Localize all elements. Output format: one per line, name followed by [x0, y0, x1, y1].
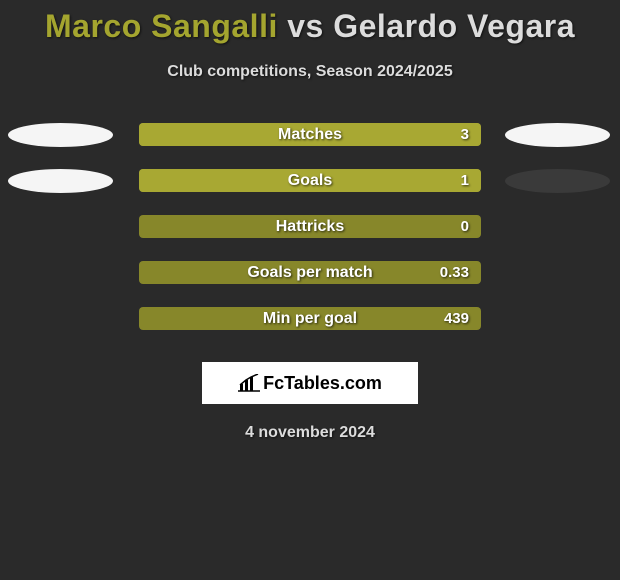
stat-row: Hattricks0 [0, 215, 620, 238]
stat-row: Goals per match0.33 [0, 261, 620, 284]
stat-label: Min per goal [139, 310, 481, 328]
left-ellipse [8, 123, 113, 147]
stat-value: 0.33 [440, 264, 469, 281]
bar-chart-icon [238, 374, 260, 392]
logo-text: FcTables.com [263, 373, 382, 394]
comparison-infographic: Marco Sangalli vs Gelardo Vegara Club co… [0, 0, 620, 580]
stat-value: 1 [461, 172, 469, 189]
stat-value: 439 [444, 310, 469, 327]
page-title: Marco Sangalli vs Gelardo Vegara [0, 8, 620, 45]
left-ellipse [8, 169, 113, 193]
date-text: 4 november 2024 [0, 424, 620, 442]
stat-bar: Goals1 [139, 169, 481, 192]
stat-bar: Goals per match0.33 [139, 261, 481, 284]
stat-row: Min per goal439 [0, 307, 620, 330]
fctables-logo: FcTables.com [238, 373, 382, 394]
stat-label: Hattricks [139, 218, 481, 236]
stat-value: 3 [461, 126, 469, 143]
stat-bar-fill [139, 169, 481, 192]
stat-value: 0 [461, 218, 469, 235]
subtitle: Club competitions, Season 2024/2025 [0, 63, 620, 81]
stat-bar: Hattricks0 [139, 215, 481, 238]
title-player1: Marco Sangalli [45, 8, 278, 44]
title-vs: vs [287, 8, 324, 44]
stat-label: Goals per match [139, 264, 481, 282]
stat-rows: Matches3Goals1Hattricks0Goals per match0… [0, 123, 620, 330]
right-ellipse [505, 169, 610, 193]
right-ellipse [505, 123, 610, 147]
stat-row: Matches3 [0, 123, 620, 146]
stat-row: Goals1 [0, 169, 620, 192]
stat-bar: Min per goal439 [139, 307, 481, 330]
stat-bar-fill [139, 123, 481, 146]
logo-box: FcTables.com [202, 362, 418, 404]
stat-bar: Matches3 [139, 123, 481, 146]
title-player2: Gelardo Vegara [333, 8, 575, 44]
